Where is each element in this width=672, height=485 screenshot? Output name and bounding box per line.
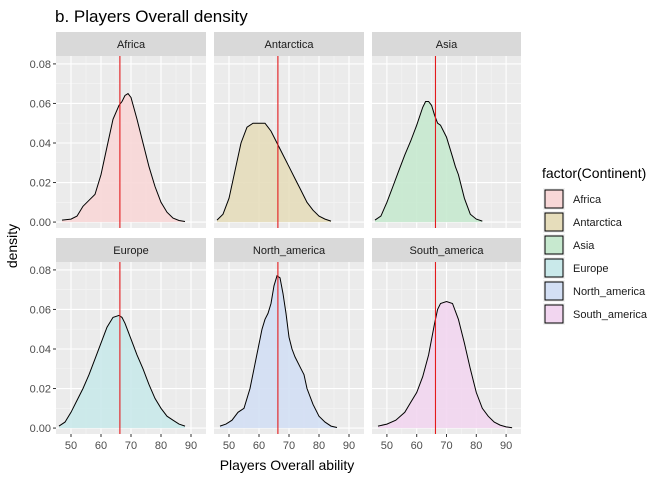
facet-south_america-density-line bbox=[377, 300, 513, 429]
legend-label-antarctica: Antarctica bbox=[573, 217, 623, 229]
facet-africa-strip-label: Africa bbox=[117, 39, 146, 51]
facet-europe-x-tick-label: 50 bbox=[65, 440, 77, 452]
facet-south_america-strip-label: South_america bbox=[410, 245, 485, 257]
facet-europe-strip-label: Europe bbox=[113, 245, 148, 257]
legend-key-europe bbox=[544, 258, 564, 278]
facet-north_america-x-tick-label: 80 bbox=[313, 440, 325, 452]
facet-africa-panel: Africa 0.00 0.02 0.04 0.06 0.08 bbox=[30, 32, 206, 229]
facet-europe-y-tick-label: 0.00 bbox=[30, 423, 51, 435]
facet-north_america-x-tick-label: 70 bbox=[283, 440, 295, 452]
facet-europe-x-tick-label: 70 bbox=[125, 440, 137, 452]
chart-title: b. Players Overall density bbox=[55, 7, 248, 26]
facet-antarctica-panel: Antarctica bbox=[214, 32, 364, 228]
facet-north_america-x-tick-label: 90 bbox=[343, 440, 355, 452]
facet-europe-density-area bbox=[59, 315, 185, 429]
legend-label-africa: Africa bbox=[573, 194, 602, 206]
facet-south_america-x-tick-label: 50 bbox=[381, 440, 393, 452]
facet-north_america-density-line bbox=[219, 275, 338, 428]
y-axis-label: density bbox=[4, 224, 20, 268]
legend-key-south_america bbox=[544, 304, 564, 324]
facet-africa-y-tick-label: 0.02 bbox=[30, 178, 51, 190]
facet-antarctica-strip bbox=[214, 32, 364, 56]
facet-europe-x-tick-label: 90 bbox=[185, 440, 197, 452]
facet-europe-y-tick-label: 0.08 bbox=[30, 265, 51, 277]
facet-africa-y-tick-label: 0.06 bbox=[30, 98, 51, 110]
legend-label-asia: Asia bbox=[573, 240, 595, 252]
facet-antarctica-strip-label: Antarctica bbox=[265, 39, 315, 51]
legend-key-antarctica bbox=[544, 212, 564, 232]
facet-north_america-strip bbox=[214, 238, 364, 262]
facet-antarctica-density-area bbox=[217, 123, 331, 223]
facet-north_america-x-tick-label: 50 bbox=[223, 440, 235, 452]
facet-north_america-x-tick-label: 60 bbox=[253, 440, 265, 452]
facet-panels: Africa 0.00 0.02 0.04 0.06 0.08 Antarctica Asia… bbox=[30, 32, 521, 452]
legend-key-asia bbox=[544, 235, 564, 255]
facet-asia-density-line bbox=[374, 101, 483, 222]
legend-title: factor(Continent) bbox=[542, 165, 646, 181]
facet-europe-y-tick-label: 0.06 bbox=[30, 304, 51, 316]
legend-key-africa bbox=[544, 189, 564, 209]
facet-south_america-x-tick-label: 80 bbox=[470, 440, 482, 452]
x-axis-label: Players Overall ability bbox=[220, 457, 355, 473]
legend-key-north_america bbox=[544, 281, 564, 301]
facet-africa-density-area bbox=[62, 93, 185, 223]
facet-europe-x-tick-label: 80 bbox=[155, 440, 167, 452]
facet-africa-y-tick-label: 0.08 bbox=[30, 59, 51, 71]
facet-south_america-strip bbox=[372, 238, 521, 262]
legend: factor(Continent) Africa Antarctica Asia Eu… bbox=[542, 165, 648, 325]
facet-north_america-strip-label: North_america bbox=[253, 245, 326, 257]
facet-europe-x-tick-label: 60 bbox=[95, 440, 107, 452]
facet-asia-strip-label: Asia bbox=[436, 39, 458, 51]
facet-europe-y-tick-label: 0.02 bbox=[30, 384, 51, 396]
facet-asia-density-area bbox=[375, 101, 483, 223]
facet-antarctica-density-line bbox=[216, 122, 332, 222]
facet-north_america-panel: North_america 50 60 70 80 90 bbox=[214, 238, 364, 452]
facet-europe-strip bbox=[56, 238, 206, 262]
facet-africa-y-tick-label: 0.00 bbox=[30, 217, 51, 229]
legend-label-europe: Europe bbox=[573, 263, 608, 275]
facet-europe-panel: Europe 0.00 0.02 0.04 0.06 0.08 50 60 70 80 90 bbox=[30, 238, 206, 452]
facet-south_america-x-tick-label: 60 bbox=[411, 440, 423, 452]
facet-south_america-panel: South_america 50 60 70 80 90 bbox=[372, 238, 521, 452]
facet-africa-density-line bbox=[61, 92, 186, 222]
facet-south_america-density-area bbox=[378, 301, 513, 429]
facet-africa-strip bbox=[56, 32, 206, 56]
facet-africa-y-tick-label: 0.04 bbox=[30, 138, 51, 150]
facet-asia-panel: Asia bbox=[372, 32, 521, 228]
facet-europe-y-tick-label: 0.04 bbox=[30, 344, 51, 356]
facet-europe-density-line bbox=[58, 314, 186, 427]
facet-south_america-x-tick-label: 90 bbox=[500, 440, 512, 452]
facet-asia-strip bbox=[372, 32, 521, 56]
legend-label-north_america: North_america bbox=[573, 286, 646, 298]
facet-south_america-x-tick-label: 70 bbox=[440, 440, 452, 452]
facet-north_america-density-area bbox=[220, 275, 337, 429]
legend-label-south_america: South_america bbox=[573, 309, 648, 321]
